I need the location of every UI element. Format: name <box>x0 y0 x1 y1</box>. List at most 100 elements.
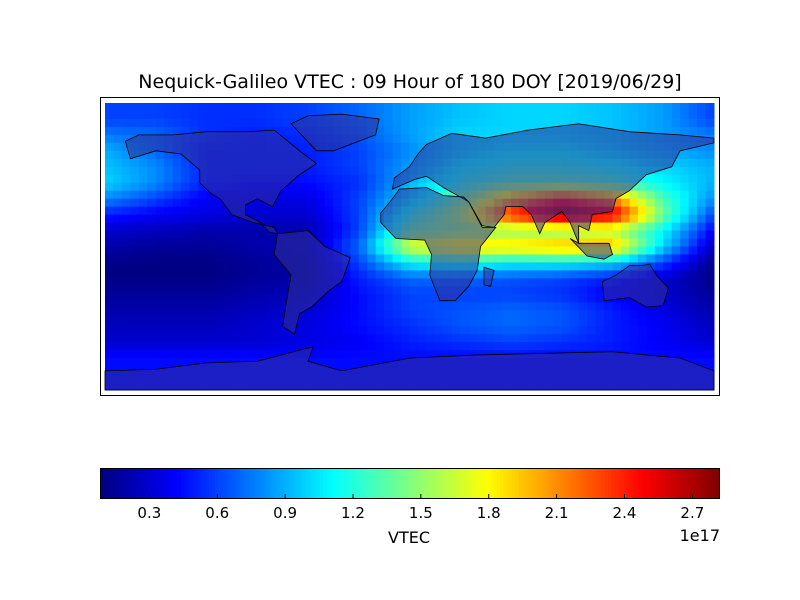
heatmap-cell <box>620 103 630 112</box>
heatmap-cell <box>138 230 148 240</box>
heatmap-cell <box>257 103 267 112</box>
heatmap-cell <box>121 294 131 303</box>
heatmap-cell <box>308 198 317 208</box>
heatmap-cell <box>189 198 199 208</box>
heatmap-cell <box>181 182 191 192</box>
heatmap-cell <box>274 206 284 216</box>
heatmap-cell <box>604 118 613 128</box>
heatmap-cell <box>663 334 673 343</box>
heatmap-cell <box>417 254 427 263</box>
heatmap-cell <box>688 230 698 240</box>
heatmap-cell <box>451 103 461 112</box>
heatmap-cell <box>223 262 233 271</box>
heatmap-cell <box>519 294 529 303</box>
heatmap-cell <box>468 310 478 319</box>
heatmap-cell <box>705 182 715 192</box>
heatmap-cell <box>299 318 309 327</box>
heatmap-cell <box>350 334 360 343</box>
heatmap-cell <box>612 246 622 255</box>
heatmap-cell <box>147 334 157 343</box>
heatmap-cell <box>502 318 512 327</box>
heatmap-cell <box>384 150 394 160</box>
heatmap-cell <box>265 103 275 112</box>
heatmap-cell <box>367 134 377 144</box>
heatmap-cell <box>113 222 123 232</box>
heatmap-cell <box>214 222 224 232</box>
heatmap-cell <box>274 294 284 303</box>
heatmap-cell <box>265 310 275 319</box>
heatmap-cell <box>612 238 622 247</box>
heatmap-cell <box>265 270 275 279</box>
heatmap-cell <box>265 214 275 224</box>
heatmap-cell <box>181 342 191 351</box>
heatmap-cell <box>367 150 377 160</box>
heatmap-cell <box>620 334 630 343</box>
heatmap-cell <box>688 118 698 128</box>
heatmap-cell <box>485 103 495 112</box>
heatmap-cell <box>401 118 410 128</box>
heatmap-cell <box>113 238 123 247</box>
heatmap-cell <box>629 230 639 240</box>
madagascar-landmass <box>483 266 495 287</box>
heatmap-cell <box>316 206 326 216</box>
heatmap-cell <box>147 262 157 271</box>
heatmap-cell <box>637 110 647 120</box>
colorbar-segment <box>481 468 485 499</box>
heatmap-cell <box>291 334 301 343</box>
heatmap-cell <box>417 294 427 303</box>
heatmap-cell <box>113 198 123 208</box>
heatmap-cell <box>654 182 664 192</box>
heatmap-cell <box>646 182 656 192</box>
heatmap-cell <box>392 238 402 247</box>
heatmap-cell <box>308 182 317 192</box>
heatmap-cell <box>409 262 419 271</box>
heatmap-cell <box>451 318 461 327</box>
heatmap-cell <box>282 134 292 144</box>
colorbar-segment <box>604 468 609 499</box>
heatmap-cell <box>113 326 123 335</box>
heatmap-cell <box>654 350 664 359</box>
heatmap-cell <box>654 302 664 311</box>
heatmap-cell <box>604 334 613 343</box>
heatmap-cell <box>604 262 613 271</box>
heatmap-cell <box>494 302 504 311</box>
heatmap-cell <box>663 182 673 192</box>
heatmap-cell <box>688 182 698 192</box>
heatmap-cell <box>164 222 174 232</box>
heatmap-cell <box>324 318 334 327</box>
heatmap-cell <box>341 326 351 335</box>
colorbar-segment <box>174 468 179 499</box>
heatmap-cell <box>620 254 630 263</box>
heatmap-cell <box>214 342 224 351</box>
heatmap-cell <box>443 126 453 136</box>
heatmap-cell <box>511 110 520 120</box>
heatmap-cell <box>477 270 487 279</box>
heatmap-cell <box>155 198 165 208</box>
heatmap-cell <box>527 334 537 343</box>
heatmap-cell <box>324 174 334 184</box>
heatmap-cell <box>147 326 157 335</box>
heatmap-cell <box>164 278 174 287</box>
heatmap-cell <box>426 302 436 311</box>
heatmap-cell <box>350 246 360 255</box>
colorbar-segment <box>453 468 457 499</box>
colorbar-segment <box>577 468 581 499</box>
colorbar-segment <box>109 468 114 499</box>
heatmap-cell <box>688 302 698 311</box>
colorbar-segment <box>388 468 392 499</box>
heatmap-cell <box>105 103 114 112</box>
colorbar-segment <box>713 468 717 499</box>
heatmap-cell <box>426 182 436 192</box>
colorbar-segment <box>425 468 430 499</box>
heatmap-cell <box>257 286 267 295</box>
heatmap-cell <box>401 350 410 359</box>
heatmap-cell <box>223 103 233 112</box>
heatmap-cell <box>494 230 504 240</box>
colorbar-segment <box>440 468 445 499</box>
heatmap-cell <box>511 118 520 128</box>
colorbar-segment <box>601 468 606 499</box>
heatmap-cell <box>121 142 131 152</box>
heatmap-cell <box>680 334 690 343</box>
heatmap-cell <box>705 326 715 335</box>
heatmap-cell <box>417 310 427 319</box>
